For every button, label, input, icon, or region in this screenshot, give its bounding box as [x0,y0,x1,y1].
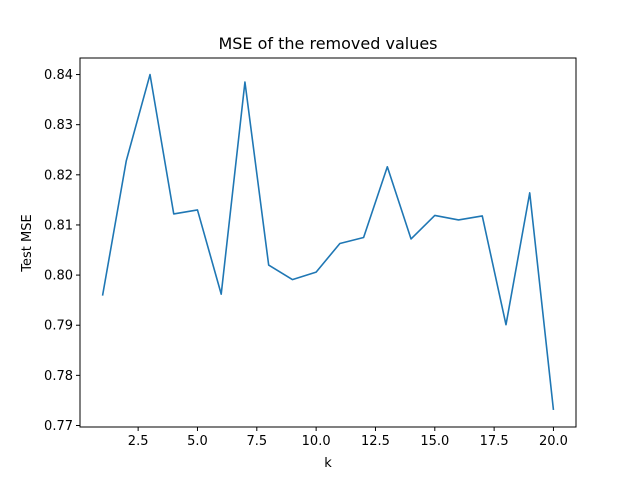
y-tick-label: 0.79 [44,319,73,334]
x-tick-label: 7.5 [246,434,267,449]
y-tick-label: 0.82 [44,168,73,183]
x-tick-label: 20.0 [539,434,568,449]
x-tick-label: 2.5 [128,434,149,449]
y-tick-label: 0.78 [44,369,73,384]
x-tick-label: 15.0 [420,434,449,449]
y-tick-label: 0.84 [44,68,73,83]
y-tick-label: 0.81 [44,218,73,233]
x-tick-label: 10.0 [302,434,331,449]
y-tick-label: 0.83 [44,118,73,133]
x-axis: 2.5 5.0 7.5 10.0 12.5 15.0 17.5 20.0 [128,427,568,449]
x-tick-label: 5.0 [187,434,208,449]
series-line-0 [101,73,555,411]
y-axis-label: Test MSE [20,214,35,272]
y-tick-label: 0.77 [44,419,73,434]
x-tick-label: 17.5 [480,434,509,449]
chart-title: MSE of the removed values [218,34,437,53]
plot-area [79,57,577,428]
y-tick-label: 0.80 [44,269,73,284]
plot-frame [79,57,577,428]
y-axis: 0.77 0.78 0.79 0.80 0.81 0.82 0.83 0.84 [44,68,80,434]
x-axis-label: k [324,456,332,471]
x-tick-label: 12.5 [361,434,390,449]
